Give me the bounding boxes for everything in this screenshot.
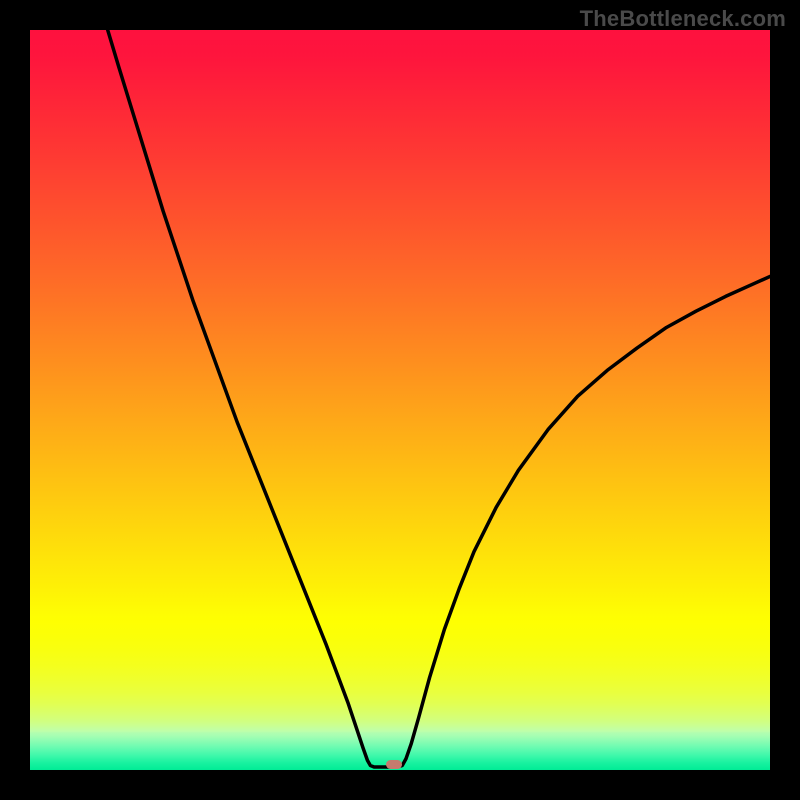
watermark-text: TheBottleneck.com [580,6,786,32]
plot-area [30,30,770,770]
bottleneck-chart [30,30,770,770]
optimal-point-marker [386,760,402,769]
